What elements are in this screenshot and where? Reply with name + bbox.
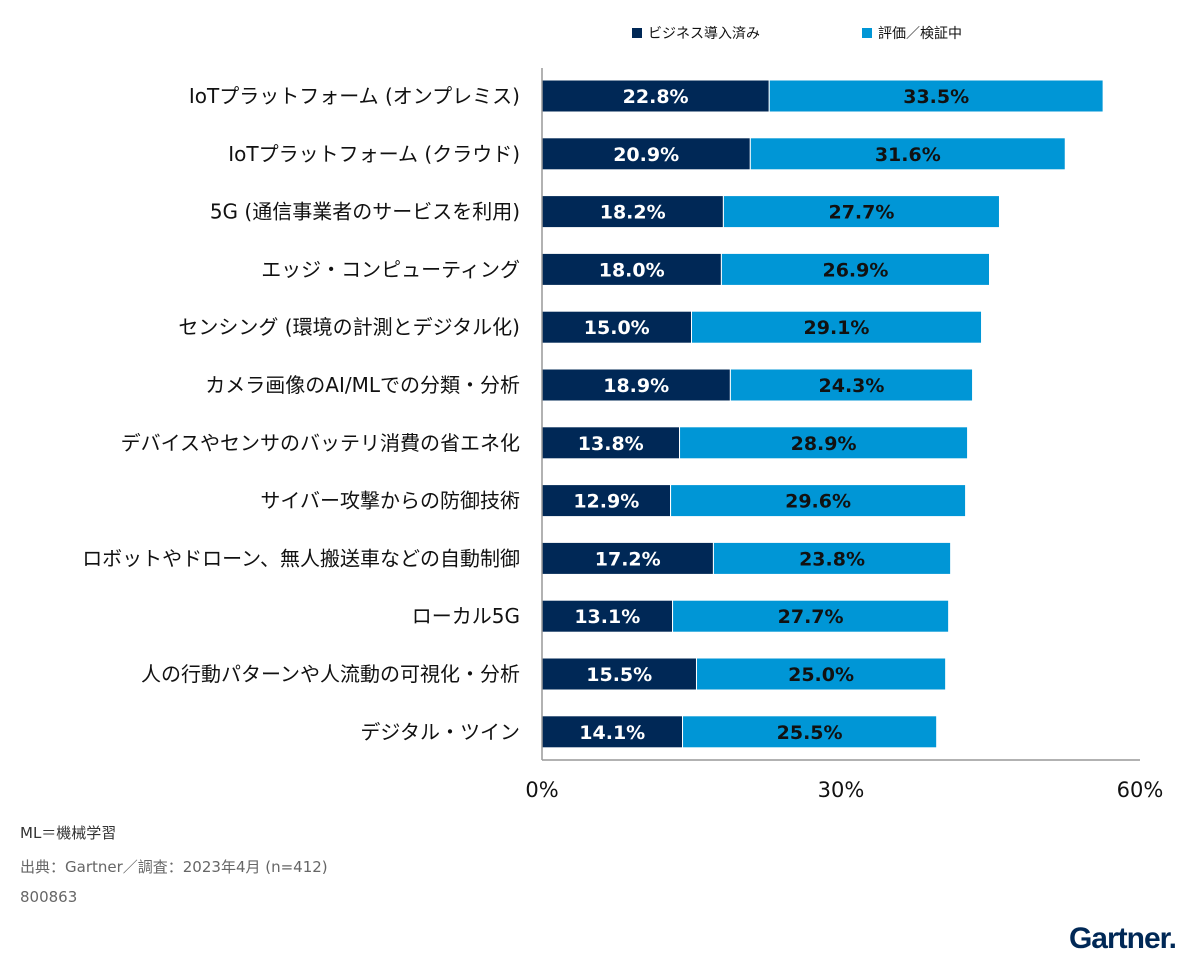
category-label: エッジ・コンピューティング: [261, 257, 520, 281]
data-label: 18.9%: [603, 375, 669, 397]
data-label: 24.3%: [819, 375, 885, 397]
category-label: 人の行動パターンや人流動の可視化・分析: [141, 662, 520, 686]
data-label: 12.9%: [573, 491, 639, 513]
bar-segment: [672, 599, 950, 633]
data-label: 14.1%: [579, 722, 645, 744]
bar-segment: [768, 79, 1104, 113]
bar-segment: [720, 252, 991, 286]
stacked-bar-chart: ビジネス導入済み 評価／検証中 IoTプラットフォーム (オンプレミス) 22.8% 3…: [82, 26, 1164, 802]
data-label: 15.0%: [584, 317, 650, 339]
bar-segment: [691, 310, 983, 344]
category-label: デバイスやセンサのバッテリ消費の省エネ化: [121, 431, 520, 455]
bar-segment: [722, 195, 1000, 229]
bar-segment: [541, 137, 751, 171]
bar-segment: [712, 541, 952, 575]
bar-segment: [541, 252, 722, 286]
category-label: 5G (通信事業者のサービスを利用): [210, 200, 520, 224]
category-label: サイバー攻撃からの防御技術: [260, 489, 520, 513]
bar-segment: [749, 137, 1066, 171]
chart-id: 800863: [20, 888, 78, 906]
data-label: 31.6%: [875, 144, 941, 166]
category-label: IoTプラットフォーム (オンプレミス): [189, 84, 520, 108]
bar-segment: [541, 426, 681, 460]
data-label: 29.6%: [785, 491, 851, 513]
data-label: 26.9%: [822, 259, 888, 281]
data-label: 25.5%: [777, 722, 843, 744]
bar-segment: [670, 484, 967, 518]
x-tick-label: 60%: [1117, 778, 1164, 802]
abbreviation-note: ML＝機械学習: [20, 824, 117, 842]
gartner-logo: Gartner.: [1068, 922, 1177, 955]
data-label: 23.8%: [799, 548, 865, 570]
data-label: 27.7%: [778, 606, 844, 628]
category-label: センシング (環境の計測とデジタル化): [178, 315, 520, 339]
data-label: 13.1%: [574, 606, 640, 628]
data-label: 28.9%: [791, 433, 857, 455]
category-label: ローカル5G: [412, 604, 520, 628]
data-label: 25.0%: [788, 664, 854, 686]
bar-segment: [679, 426, 969, 460]
data-label: 18.2%: [600, 202, 666, 224]
x-tick-label: 0%: [525, 778, 558, 802]
bar-segment: [695, 657, 947, 691]
data-label: 20.9%: [613, 144, 679, 166]
category-label: カメラ画像のAI/MLでの分類・分析: [205, 373, 520, 397]
bar-segment: [682, 715, 938, 749]
bar-segment: [541, 715, 684, 749]
data-label: 15.5%: [586, 664, 652, 686]
x-tick-label: 30%: [818, 778, 865, 802]
legend-label: 評価／検証中: [878, 26, 962, 42]
data-label: 27.7%: [828, 202, 894, 224]
legend-swatch: [632, 28, 642, 38]
category-label: デジタル・ツイン: [360, 720, 520, 744]
data-label: 22.8%: [623, 86, 689, 108]
data-label: 13.8%: [578, 433, 644, 455]
legend-label: ビジネス導入済み: [648, 26, 760, 42]
data-label: 29.1%: [804, 317, 870, 339]
bar-segment: [541, 79, 770, 113]
data-label: 18.0%: [599, 259, 665, 281]
bar-segment: [541, 657, 697, 691]
source-note: 出典：Gartner／調査：2023年4月 (n=412): [20, 858, 328, 876]
bar-segment: [541, 599, 674, 633]
data-label: 33.5%: [903, 86, 969, 108]
bar-segment: [541, 195, 724, 229]
bar-segment: [729, 368, 974, 402]
category-label: ロボットやドローン、無人搬送車などの自動制御: [82, 546, 520, 570]
legend-swatch: [862, 28, 872, 38]
data-label: 17.2%: [595, 548, 661, 570]
category-label: IoTプラットフォーム (クラウド): [228, 142, 520, 166]
